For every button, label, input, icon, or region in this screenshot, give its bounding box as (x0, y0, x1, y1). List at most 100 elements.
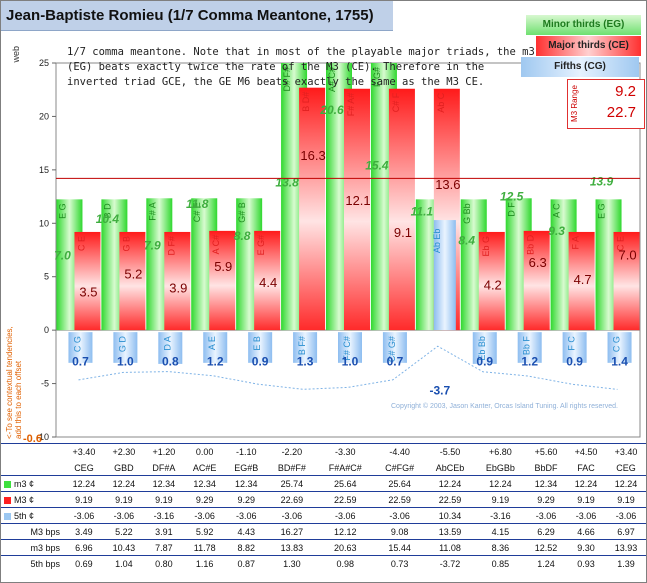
offset-cell: -2.20 (267, 443, 317, 460)
legend-major-thirds: Major thirds (CE) (536, 36, 641, 56)
major-bps-label: 3.5 (79, 285, 97, 300)
legend-fifths: Fifths (CG) (521, 57, 639, 77)
fifth-bar (293, 332, 318, 363)
fifth-interval-label: E B (252, 336, 262, 351)
value-cell: 9.19 (64, 491, 104, 508)
major-bps-label: 16.3 (300, 148, 325, 163)
major-interval-label: Eb G (481, 236, 491, 257)
value-cell: 9.29 (225, 491, 268, 508)
chord-cell: GBD (103, 459, 144, 476)
minor-interval-label: D F (507, 202, 517, 217)
y-tick-label: 10 (39, 218, 49, 228)
row-label-text: 5th ¢ (14, 510, 35, 521)
major-interval-label: D F# (166, 236, 176, 256)
fifth-bps-label: 0.9 (252, 354, 269, 368)
value-cell: 25.64 (316, 475, 375, 492)
value-cell: 12.24 (425, 475, 475, 492)
value-cell: 22.59 (425, 491, 475, 508)
value-cell: -3.06 (316, 507, 375, 524)
value-cell: 9.30 (566, 539, 606, 556)
value-cell: 12.24 (103, 475, 144, 492)
chord-cell: AbCEb (425, 459, 475, 476)
chord-cell: FAC (566, 459, 606, 476)
value-cell: 13.59 (425, 523, 475, 540)
major-swatch (4, 496, 11, 504)
fifth-swatch (4, 512, 11, 520)
chord-cell: C#FG# (374, 459, 426, 476)
value-cell: 8.82 (225, 539, 268, 556)
value-cell: -3.06 (374, 507, 426, 524)
value-cell: 0.85 (474, 555, 526, 571)
fifth-bps-label: 1.4 (611, 354, 628, 368)
fifth-interval-label: C# G# (387, 336, 397, 362)
value-cell: 12.52 (525, 539, 567, 556)
major-third-bar (119, 231, 146, 331)
minor-bps-label: 11.1 (411, 205, 434, 219)
fifth-interval-label: Bb F (522, 336, 532, 356)
fifth-interval-label: G D (117, 336, 127, 353)
major-bps-label: 5.9 (214, 259, 232, 274)
fifth-bps-label: 0.7 (387, 354, 404, 368)
value-cell: 0.98 (316, 555, 375, 571)
value-cell: 22.59 (374, 491, 426, 508)
chord-cell: BbDF (525, 459, 567, 476)
fifth-bps-label: 1.3 (297, 354, 314, 368)
value-cell: 3.49 (64, 523, 104, 540)
minor-bps-label: 20.6 (319, 103, 344, 117)
minor-bps-label: 7.0 (54, 248, 71, 262)
row-label (1, 443, 64, 460)
chord-cell: F#A#C# (316, 459, 375, 476)
value-cell: 11.78 (184, 539, 226, 556)
minor-interval-label: F# A (147, 202, 157, 221)
row-label-text: 5th bps (30, 558, 60, 569)
m3-range-box: M3 Range 9.2 22.7 (567, 79, 645, 129)
table-row: M3 bps 3.49 5.22 3.91 5.92 4.43 16.27 12.12 9.08… (1, 523, 646, 540)
value-cell: 12.24 (606, 475, 646, 492)
major-third-bar (388, 88, 415, 331)
value-cell: 0.80 (143, 555, 185, 571)
fifth-bps-label: 0.8 (162, 354, 179, 368)
major-bps-label: 6.3 (529, 255, 547, 270)
chord-row: CEG GBD DF#A AC#E EG#B BD#F# F#A#C# C#FG# AbCEb E… (1, 459, 646, 476)
major-third-bar (613, 231, 640, 331)
value-cell: 13.93 (606, 539, 646, 556)
major-interval-label: Ab C (436, 92, 446, 113)
value-cell: 0.73 (374, 555, 426, 571)
value-cell: 12.34 (184, 475, 226, 492)
fifth-bps-label: -3.7 (430, 383, 451, 397)
chord-cell: CEG (606, 459, 646, 476)
fifth-bar (68, 332, 93, 363)
row-label: 5th bps (1, 555, 64, 571)
value-cell: 1.16 (184, 555, 226, 571)
offset-cell: -5.50 (425, 443, 475, 460)
fifth-bps-label: 1.0 (342, 354, 359, 368)
minor-interval-label: G# B (237, 202, 247, 223)
value-cell: -3.72 (425, 555, 475, 571)
chord-cell: AC#E (184, 459, 226, 476)
value-cell: 6.96 (64, 539, 104, 556)
fifth-bps-label: 1.0 (117, 354, 134, 368)
major-bps-label: 4.4 (259, 275, 277, 290)
fifth-bar (382, 332, 407, 363)
major-third-bar (74, 231, 101, 331)
major-third-bar (254, 230, 281, 331)
row-label-text: m3 bps (30, 542, 60, 553)
minor-bps-label: 11.8 (186, 197, 209, 211)
major-interval-label: A C# (211, 235, 221, 255)
major-interval-label: C E (76, 236, 86, 251)
minor-interval-label: D# F# (282, 67, 292, 92)
minor-bps-label: 13.8 (275, 176, 299, 190)
legend-minor-thirds: Minor thirds (EG) (526, 15, 641, 35)
fifth-bps-label: 1.2 (207, 354, 224, 368)
value-cell: -3.06 (525, 507, 567, 524)
minor-swatch (4, 480, 11, 488)
y-tick-label: -10 (36, 432, 49, 441)
major-bps-label: 4.2 (484, 277, 502, 292)
value-cell: 12.24 (566, 475, 606, 492)
value-cell: 0.87 (225, 555, 268, 571)
chord-cell: CEG (64, 459, 104, 476)
value-cell: 9.19 (103, 491, 144, 508)
fifth-bar (158, 332, 183, 364)
value-cell: 0.93 (566, 555, 606, 571)
